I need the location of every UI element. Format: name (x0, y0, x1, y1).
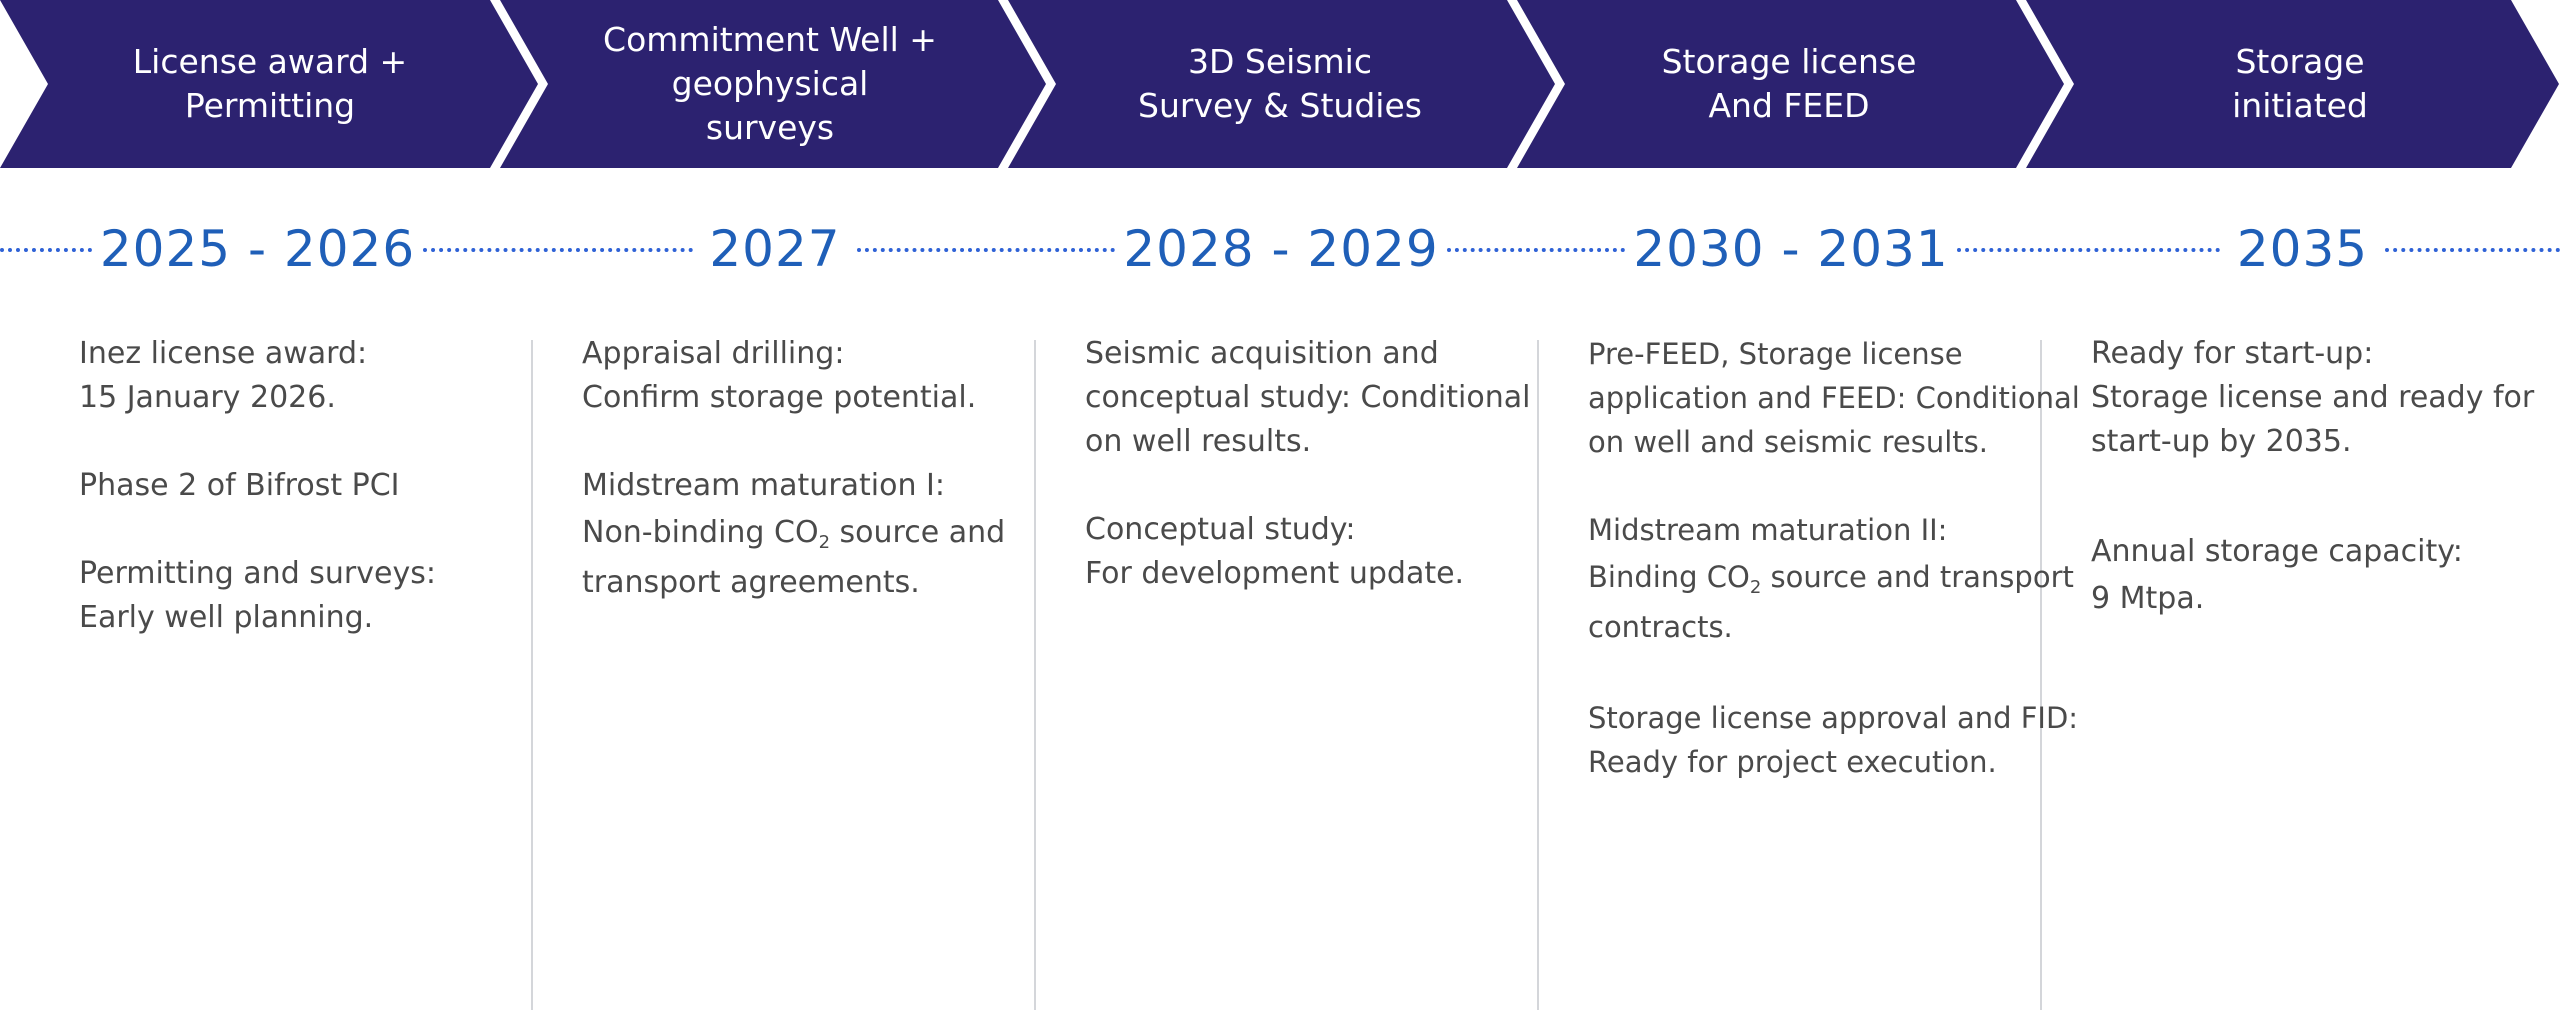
detail-line: Annual storage capacity: (2091, 534, 2463, 569)
detail-line: Pre-FEED, Storage license (1588, 337, 1963, 371)
detail-line: Storage license approval and FID: (1588, 701, 2079, 735)
subscript-two: 2 (818, 532, 831, 553)
detail-line: Conceptual study: (1085, 512, 1356, 547)
timeline-dots (1447, 248, 1625, 252)
phase-details-4: Pre-FEED, Storage license application an… (1588, 332, 2080, 828)
detail-line: Confirm storage potential. (582, 380, 977, 415)
column-divider (2040, 340, 2042, 1010)
year-label-4: 2030 - 2031 (1633, 220, 1949, 278)
detail-paragraph: Conceptual study: For development update… (1085, 508, 1525, 596)
timeline-dots (1957, 248, 2220, 252)
detail-line: application and FEED: Conditional (1588, 381, 2080, 415)
detail-text: source and transport (1761, 560, 2074, 594)
phase-details-2: Appraisal drilling: Confirm storage pote… (582, 332, 1022, 652)
detail-text: Non-binding CO (582, 515, 819, 550)
detail-line: 9 Mtpa. (2091, 581, 2205, 616)
stage-label-3: 3D Seismic Survey & Studies (1138, 42, 1422, 125)
detail-line: contracts. (1588, 610, 1733, 644)
detail-line: Non-binding CO2 source and (582, 508, 1022, 558)
detail-line: Midstream maturation II: (1588, 513, 1948, 547)
chevron-stage-2 (500, 0, 1046, 168)
detail-paragraph: Phase 2 of Bifrost PCI (79, 464, 519, 508)
detail-paragraph: Inez license award: 15 January 2026. (79, 332, 519, 420)
detail-line: Early well planning. (79, 600, 374, 635)
timeline-dots (857, 248, 1115, 252)
column-divider (1034, 340, 1036, 1010)
chevron-stage-3 (1008, 0, 1555, 168)
detail-line: Seismic acquisition and (1085, 336, 1439, 371)
detail-paragraph: Storage license approval and FID: Ready … (1588, 696, 2079, 784)
detail-line: Inez license award: (79, 336, 368, 371)
phase-details-3: Seismic acquisition and conceptual study… (1085, 332, 1531, 640)
chevron-stage-5 (2026, 0, 2559, 168)
detail-line: transport agreements. (582, 565, 920, 600)
detail-line: on well and seismic results. (1588, 425, 1988, 459)
detail-line: Storage license and ready for (2091, 380, 2535, 415)
timeline-dots (2385, 248, 2560, 252)
column-divider (1537, 340, 1539, 1010)
timeline-dots (423, 248, 693, 252)
detail-line: Appraisal drilling: (582, 336, 845, 371)
detail-line: For development update. (1085, 556, 1465, 591)
phase-details-5: Ready for start-up: Storage license and … (2091, 332, 2541, 668)
detail-line: start-up by 2035. (2091, 424, 2352, 459)
detail-line: Ready for project execution. (1588, 745, 1997, 779)
chevron-row (0, 0, 2559, 168)
detail-line: on well results. (1085, 424, 1312, 459)
year-label-5: 2035 (2236, 220, 2369, 278)
year-label-1: 2025 - 2026 (99, 220, 416, 278)
detail-paragraph: Appraisal drilling: Confirm storage pote… (582, 332, 1022, 420)
detail-paragraph: Midstream maturation I: Non-binding CO2 … (582, 464, 1022, 608)
chevron-stage-1 (0, 0, 538, 168)
detail-line: 15 January 2026. (79, 380, 336, 415)
detail-line: Ready for start-up: (2091, 336, 2374, 371)
stage-label-4: Storage license And FEED (1661, 42, 1917, 125)
stage-label-1: License award + Permitting (132, 42, 408, 125)
detail-paragraph: Annual storage capacity: 9 Mtpa. (2091, 530, 2541, 624)
detail-line: Binding CO2 source and transport (1588, 552, 2074, 602)
year-label-3: 2028 - 2029 (1123, 220, 1439, 278)
stage-label-5: Storage initiated (2232, 42, 2368, 125)
detail-paragraph: Ready for start-up: Storage license and … (2091, 332, 2541, 464)
detail-text: Binding CO (1588, 560, 1750, 594)
detail-text: source and (830, 515, 1006, 550)
phase-details-1: Inez license award: 15 January 2026. Pha… (79, 332, 519, 684)
timeline-dots (0, 248, 92, 252)
chevron-stage-4 (1517, 0, 2064, 168)
year-label-2: 2027 (709, 220, 841, 278)
detail-line: Midstream maturation I: (582, 468, 945, 503)
subscript-two: 2 (1749, 577, 1762, 598)
detail-line: conceptual study: Conditional (1085, 380, 1531, 415)
detail-paragraph: Pre-FEED, Storage license application an… (1588, 332, 2080, 464)
column-divider (531, 340, 533, 1010)
stage-label-2: Commitment Well + geophysical surveys (603, 20, 937, 147)
detail-paragraph: Seismic acquisition and conceptual study… (1085, 332, 1531, 464)
detail-line: Permitting and surveys: (79, 556, 436, 591)
detail-line: Phase 2 of Bifrost PCI (79, 468, 400, 503)
detail-paragraph: Midstream maturation II: Binding CO2 sou… (1588, 508, 2074, 652)
detail-paragraph: Permitting and surveys: Early well plann… (79, 552, 519, 640)
